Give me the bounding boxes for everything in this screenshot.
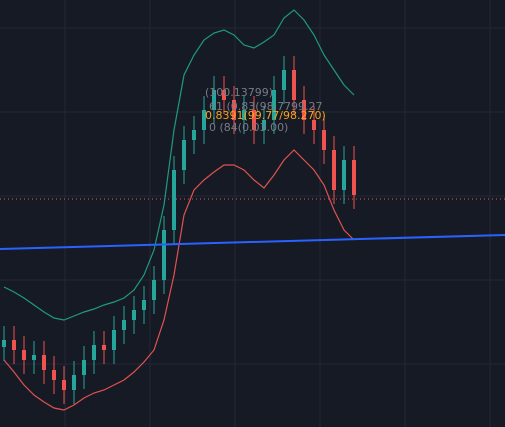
candle-body bbox=[32, 355, 36, 360]
candle-body bbox=[192, 130, 196, 140]
candle-body bbox=[242, 110, 246, 120]
candle-body bbox=[352, 160, 356, 195]
candle-body bbox=[272, 90, 276, 120]
candle-body bbox=[302, 100, 306, 120]
candle-body bbox=[112, 330, 116, 350]
candle-body bbox=[212, 90, 216, 110]
candle-body bbox=[22, 350, 26, 360]
candle-body bbox=[122, 320, 126, 330]
candle-body bbox=[142, 300, 146, 310]
candle-body bbox=[332, 150, 336, 190]
candle-body bbox=[232, 100, 236, 120]
upper-band bbox=[3, 9, 355, 321]
candle-body bbox=[262, 120, 266, 130]
candle-body bbox=[182, 140, 186, 170]
candle-body bbox=[162, 230, 166, 280]
candle-body bbox=[92, 345, 96, 360]
candle-body bbox=[282, 70, 286, 90]
trendline bbox=[0, 234, 505, 250]
annotation: (100.13799) bbox=[205, 86, 273, 99]
candle-body bbox=[292, 70, 296, 100]
candle-body bbox=[312, 120, 316, 130]
candle-body bbox=[102, 345, 106, 350]
candle-body bbox=[52, 370, 56, 380]
candle-body bbox=[12, 340, 16, 350]
candle-body bbox=[202, 110, 206, 130]
candle-body bbox=[172, 170, 176, 230]
annotation: 61 (0.83(98.7799.27 bbox=[209, 100, 323, 113]
candle-body bbox=[252, 110, 256, 130]
annotation: 0 (84(0.03.00) bbox=[209, 121, 288, 134]
candle-body bbox=[2, 340, 6, 347]
candle-body bbox=[62, 380, 66, 390]
candle-body bbox=[342, 160, 346, 190]
annotation: 0.8391(99.77/98.270) bbox=[205, 109, 326, 122]
candle-body bbox=[322, 130, 326, 150]
candle-body bbox=[222, 90, 226, 100]
candle-body bbox=[72, 375, 76, 390]
candle-body bbox=[132, 310, 136, 320]
candle-body bbox=[152, 280, 156, 300]
candle-body bbox=[42, 355, 46, 370]
candle-body bbox=[82, 360, 86, 375]
